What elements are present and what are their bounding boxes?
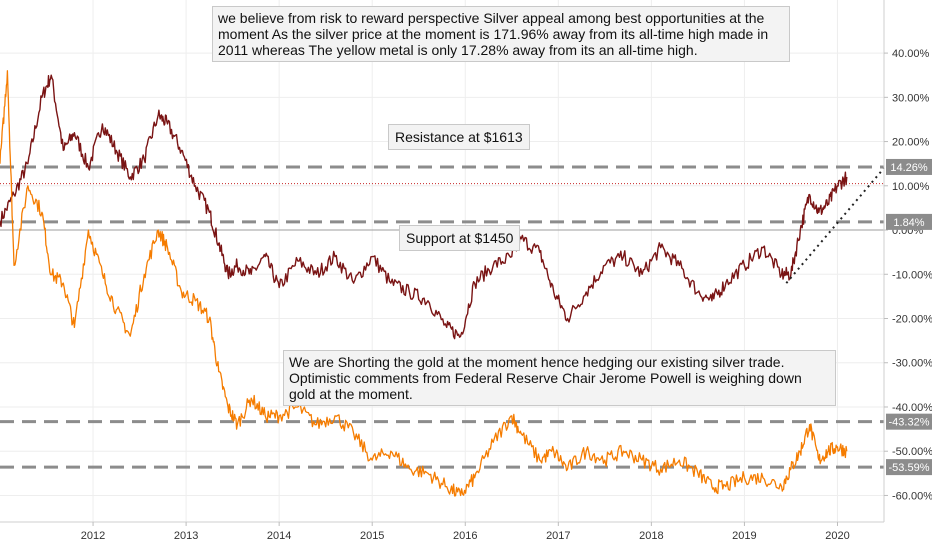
x-tick-label: 2017 bbox=[546, 530, 570, 542]
x-tick-label: 2019 bbox=[732, 530, 756, 542]
y-tick-label: -60.00% bbox=[892, 490, 932, 502]
level-label-bg bbox=[886, 459, 932, 476]
y-tick-label: -10.00% bbox=[892, 269, 932, 281]
level-lines bbox=[0, 165, 884, 469]
y-tick-label: 20.00% bbox=[892, 137, 930, 149]
y-tick-label: 10.00% bbox=[892, 181, 930, 193]
level-labels: 14.26% 1.84% -43.32% -53.59% bbox=[886, 158, 932, 476]
level-label: -53.59% bbox=[889, 462, 930, 474]
y-tick-label: -40.00% bbox=[892, 402, 932, 414]
grid bbox=[0, 0, 884, 522]
y-tick-label: -50.00% bbox=[892, 446, 932, 458]
trendline bbox=[785, 167, 885, 284]
gold-series-line bbox=[0, 70, 848, 497]
x-tick-label: 2018 bbox=[639, 530, 663, 542]
y-tick-label: 40.00% bbox=[892, 48, 930, 60]
y-tick-label: -20.00% bbox=[892, 314, 932, 326]
silver-series-line bbox=[0, 74, 848, 340]
x-tick-label: 2014 bbox=[267, 530, 291, 542]
support-annotation: Support at $1450 bbox=[399, 225, 521, 251]
silver-thesis-annotation: we believe from risk to reward perspecti… bbox=[212, 6, 790, 62]
level-label-bg bbox=[886, 213, 932, 230]
x-tick-label: 2012 bbox=[81, 530, 105, 542]
resistance-annotation: Resistance at $1613 bbox=[388, 124, 530, 150]
gold-short-annotation: We are Shorting the gold at the moment h… bbox=[283, 350, 836, 406]
level-label: -43.32% bbox=[889, 417, 930, 429]
level-label-bg bbox=[886, 413, 932, 430]
level-label-bg bbox=[886, 158, 932, 175]
x-tick-label: 2016 bbox=[453, 530, 477, 542]
x-tick-label: 2015 bbox=[360, 530, 384, 542]
trendline-dotted bbox=[785, 167, 885, 284]
x-tick-label: 2013 bbox=[174, 530, 198, 542]
level-label: 14.26% bbox=[890, 162, 928, 174]
x-axis: 2012 2013 2014 2015 2016 2017 2018 2019 2020 bbox=[81, 522, 850, 542]
series-lines bbox=[0, 70, 848, 497]
y-axis: 40.00%30.00%20.00%10.00%0.00%-10.00%-20.… bbox=[884, 48, 932, 502]
level-label: 1.84% bbox=[893, 217, 924, 229]
y-tick-label: 30.00% bbox=[892, 92, 930, 104]
x-tick-label: 2020 bbox=[825, 530, 849, 542]
y-tick-label: -30.00% bbox=[892, 358, 932, 370]
